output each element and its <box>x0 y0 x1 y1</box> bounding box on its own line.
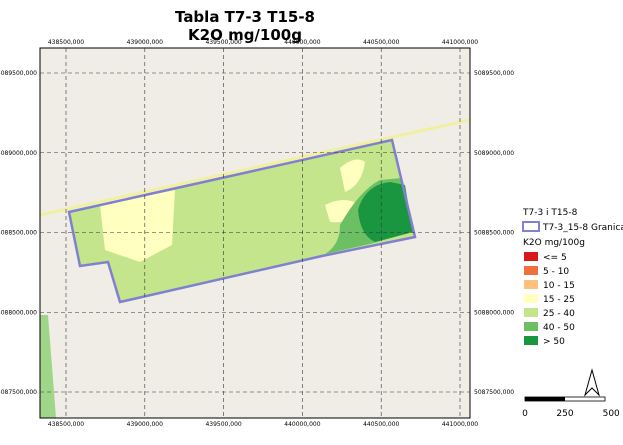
y-coord-label: 5089000,000 <box>0 150 37 157</box>
y-coord-label: 5089500,000 <box>474 70 514 77</box>
zone-over-50 <box>358 182 413 242</box>
y-coord-label: 5089000,000 <box>474 150 514 157</box>
x-coord-label: 438500,000 <box>48 421 84 428</box>
scale-bar-segment <box>525 397 565 401</box>
y-coord-label: 5088000,000 <box>474 309 514 316</box>
legend-label: 5 - 10 <box>543 267 569 277</box>
legend-boundary-label: T7-3_15-8 Granica <box>542 223 623 233</box>
legend-swatch <box>524 308 538 317</box>
legend-label: 40 - 50 <box>543 323 575 333</box>
north-arrow <box>584 368 600 397</box>
legend-label: <= 5 <box>543 253 567 263</box>
legend-swatch <box>524 322 538 331</box>
x-coord-label: 441000,000 <box>442 421 478 428</box>
legend-classes-title: K2O mg/100g <box>523 238 585 248</box>
zone-15-25 <box>100 190 175 262</box>
title: Tabla T7-3 T15-8 <box>175 8 315 26</box>
zone-15-25 <box>325 200 360 223</box>
road <box>39 118 471 217</box>
legend-swatch <box>524 294 538 303</box>
x-coord-label: 440000,000 <box>284 421 320 428</box>
legend-label: 25 - 40 <box>543 309 575 319</box>
legend-label: 10 - 15 <box>543 281 575 291</box>
y-coord-label: 5088000,000 <box>0 309 37 316</box>
x-coord-label: 438500,000 <box>48 39 84 46</box>
x-coord-label: 439500,000 <box>205 39 241 46</box>
legend-boundary-swatch <box>522 221 540 232</box>
legend-swatch <box>524 336 538 345</box>
scale-label: 500 m <box>603 409 623 419</box>
x-coord-label: 440500,000 <box>363 39 399 46</box>
legend-label: > 50 <box>543 337 565 347</box>
map-frame <box>39 47 471 419</box>
x-coord-label: 440000,000 <box>284 39 320 46</box>
subtitle: K2O mg/100g <box>188 26 302 44</box>
field <box>69 140 415 302</box>
legend-swatch <box>524 252 538 261</box>
legend-group: T7-3 i T15-8 <box>522 208 578 218</box>
y-coord-label: 5089500,000 <box>0 70 37 77</box>
scale-label: 250 <box>556 409 573 419</box>
y-coord-label: 5087500,000 <box>474 389 514 396</box>
zone-15-25 <box>340 159 365 192</box>
x-coord-label: 440500,000 <box>363 421 399 428</box>
x-coord-label: 439000,000 <box>127 39 163 46</box>
x-coord-label: 439500,000 <box>205 421 241 428</box>
scale-label: 0 <box>522 409 528 419</box>
legend-label: 15 - 25 <box>543 295 575 305</box>
legend-swatch <box>524 266 538 275</box>
y-coord-label: 5088500,000 <box>0 230 37 237</box>
y-coord-label: 5087500,000 <box>0 389 37 396</box>
y-coord-label: 5088500,000 <box>474 230 514 237</box>
x-coord-label: 441000,000 <box>442 39 478 46</box>
field-boundary <box>67 138 417 304</box>
x-coord-label: 439000,000 <box>127 421 163 428</box>
legend-swatch <box>524 280 538 289</box>
